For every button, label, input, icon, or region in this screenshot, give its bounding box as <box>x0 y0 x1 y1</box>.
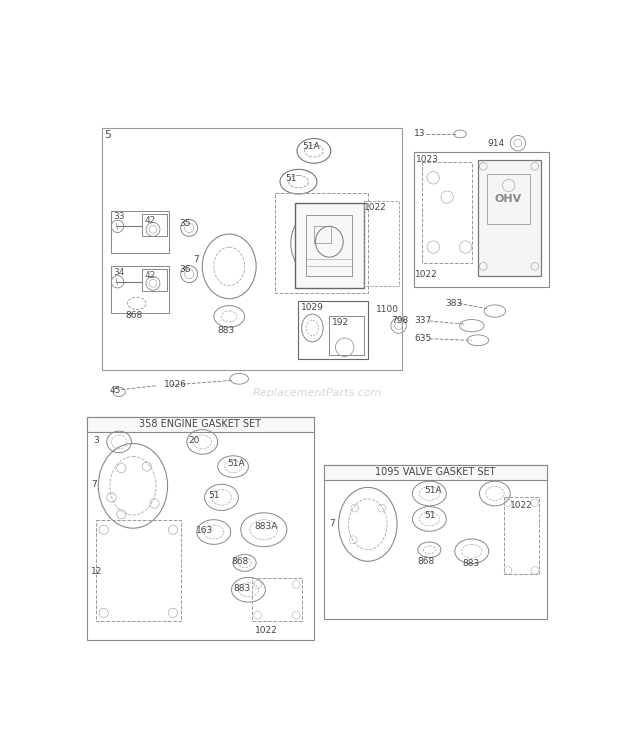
Bar <box>314 226 331 243</box>
Text: 163: 163 <box>196 526 213 535</box>
Bar <box>504 498 539 574</box>
Bar <box>294 203 364 288</box>
Text: 1095 VALVE GASKET SET: 1095 VALVE GASKET SET <box>375 467 496 478</box>
Bar <box>252 578 303 620</box>
Text: 635: 635 <box>414 334 432 343</box>
Text: 33: 33 <box>113 213 125 222</box>
Text: 12: 12 <box>91 567 103 576</box>
Bar <box>364 201 399 286</box>
Bar <box>112 211 169 253</box>
Bar <box>414 153 549 287</box>
Text: ReplacementParts.com: ReplacementParts.com <box>253 388 383 399</box>
Text: 5: 5 <box>104 130 112 140</box>
Text: 914: 914 <box>487 139 504 148</box>
Text: 883: 883 <box>233 584 250 594</box>
Bar <box>324 465 547 481</box>
Text: 868: 868 <box>231 557 249 565</box>
Text: 13: 13 <box>414 129 425 138</box>
Bar <box>306 215 352 276</box>
Text: 34: 34 <box>113 268 124 277</box>
Text: 51A: 51A <box>303 141 320 150</box>
Bar <box>422 162 472 263</box>
Text: 358 ENGINE GASKET SET: 358 ENGINE GASKET SET <box>140 419 261 429</box>
Text: 51: 51 <box>208 491 220 500</box>
Text: 383: 383 <box>445 299 462 308</box>
Bar <box>142 269 167 291</box>
Text: 36: 36 <box>179 265 190 274</box>
Bar <box>478 160 541 275</box>
Text: 798: 798 <box>391 316 408 325</box>
Bar <box>298 301 368 359</box>
Text: 51: 51 <box>424 511 435 520</box>
Text: 3: 3 <box>93 436 99 445</box>
Bar <box>96 521 180 620</box>
Text: 7: 7 <box>193 255 199 264</box>
Text: 1026: 1026 <box>164 379 187 388</box>
Text: 51A: 51A <box>424 486 441 495</box>
Text: 51A: 51A <box>227 459 244 468</box>
Text: 868: 868 <box>418 557 435 565</box>
Text: OHV: OHV <box>494 194 521 205</box>
Text: 883: 883 <box>218 326 235 335</box>
Bar <box>324 465 547 619</box>
Bar <box>329 316 364 355</box>
Text: 35: 35 <box>179 219 190 228</box>
Bar <box>487 174 529 224</box>
Text: 883: 883 <box>463 559 480 568</box>
Text: 1100: 1100 <box>376 305 399 314</box>
Text: 51: 51 <box>285 174 297 183</box>
Text: 1022: 1022 <box>364 203 387 212</box>
Text: 1029: 1029 <box>301 303 324 312</box>
Text: 7: 7 <box>329 519 335 528</box>
Bar <box>87 417 314 432</box>
Bar <box>275 193 368 293</box>
Bar <box>142 214 167 236</box>
Text: 20: 20 <box>188 436 200 445</box>
Bar <box>87 417 314 640</box>
Text: 42: 42 <box>144 216 156 225</box>
Text: 883A: 883A <box>255 522 278 531</box>
Text: 1022: 1022 <box>255 626 277 635</box>
Bar <box>102 128 402 371</box>
Text: 42: 42 <box>144 271 156 280</box>
Text: 1022: 1022 <box>415 270 438 279</box>
Text: 868: 868 <box>125 311 143 320</box>
Text: 7: 7 <box>91 481 97 490</box>
Text: 1023: 1023 <box>415 155 438 164</box>
Text: 45: 45 <box>110 385 122 395</box>
Text: 1022: 1022 <box>510 501 533 510</box>
Text: 192: 192 <box>332 318 348 327</box>
Text: 337: 337 <box>414 316 432 325</box>
Bar <box>112 266 169 312</box>
